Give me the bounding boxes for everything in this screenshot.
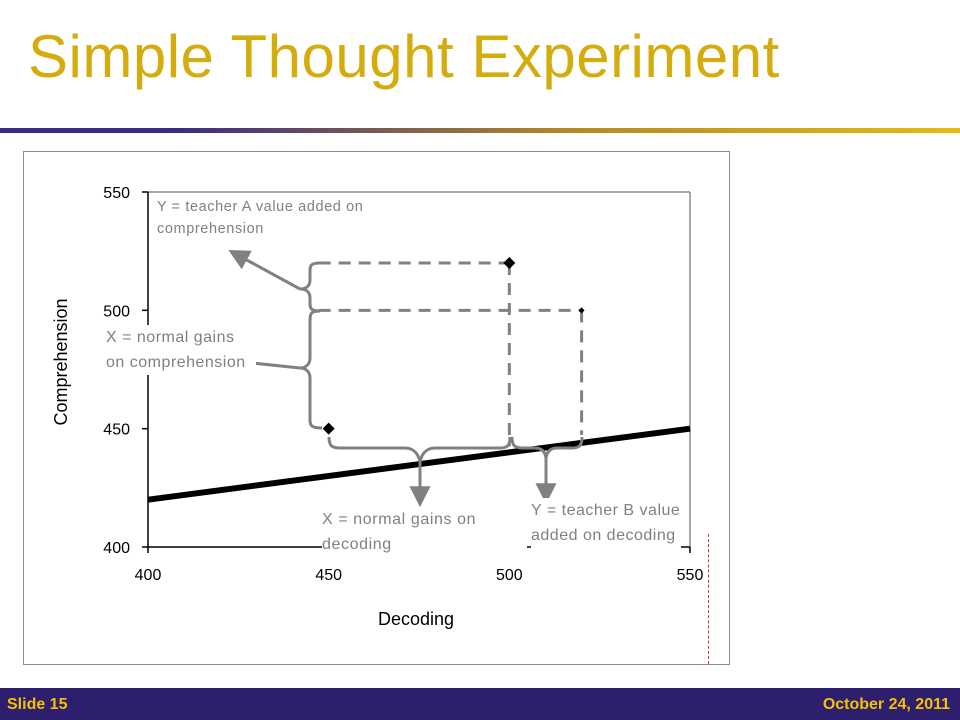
annotation-normal-dec: X = normal gains on decoding	[322, 507, 527, 557]
data-point	[578, 307, 585, 314]
arrow-teacher-a	[228, 249, 301, 291]
x-tick-label: 400	[135, 567, 162, 584]
slide-number: Slide 15	[7, 696, 68, 713]
y-tick-label: 500	[103, 303, 130, 320]
y-tick-label: 550	[103, 185, 130, 202]
title-divider	[0, 128, 960, 133]
dashed-guides	[318, 261, 584, 447]
y-tick-label: 450	[103, 422, 130, 439]
slide-date: October 24, 2011	[822, 696, 950, 713]
red-guide-line	[708, 534, 709, 664]
y-axis-label: Comprehension	[51, 298, 71, 425]
x-tick-label: 500	[496, 567, 523, 584]
y-tick-label: 400	[103, 540, 130, 557]
x-axis-label: Decoding	[378, 609, 454, 629]
x-tick-label: 450	[315, 567, 342, 584]
data-point	[503, 257, 516, 269]
brace-teacher-a	[299, 261, 321, 313]
x-tick-label: 550	[677, 567, 704, 584]
annotation-teacher-a: Y = teacher A value added on comprehensi…	[157, 196, 407, 240]
footer-bar: Slide 15 October 24, 2011	[0, 688, 960, 720]
data-points	[322, 257, 585, 435]
data-point	[322, 422, 335, 435]
slide-title: Simple Thought Experiment	[28, 23, 780, 90]
chart-text: Comprehension Decoding	[51, 298, 454, 629]
annotation-teacher-b: Y = teacher B value added on decoding	[531, 498, 681, 548]
brace-normal-comp	[299, 309, 323, 430]
annotation-normal-comp: X = normal gains on comprehension	[106, 325, 256, 375]
annotation-texts: Y = teacher A value added on comprehensi…	[106, 196, 681, 557]
